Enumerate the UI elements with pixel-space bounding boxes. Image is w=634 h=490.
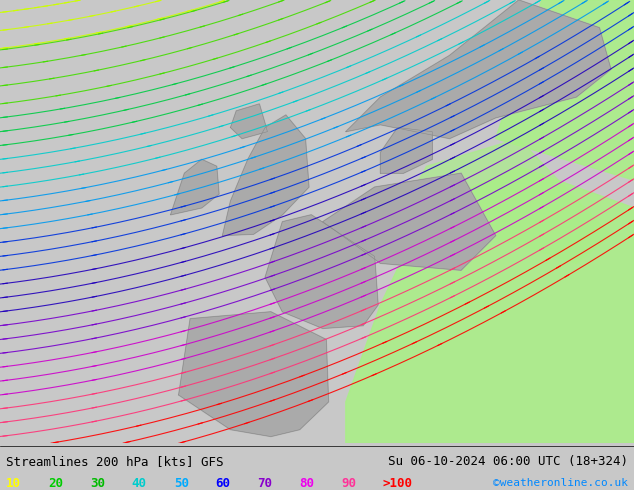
Text: Streamlines 200 hPa [kts] GFS: Streamlines 200 hPa [kts] GFS <box>6 455 224 468</box>
Polygon shape <box>403 139 611 263</box>
Text: 60: 60 <box>216 476 231 490</box>
Polygon shape <box>323 173 496 270</box>
Text: 50: 50 <box>174 476 189 490</box>
Polygon shape <box>265 215 378 328</box>
Text: 40: 40 <box>132 476 147 490</box>
Polygon shape <box>496 0 634 180</box>
Polygon shape <box>171 159 219 215</box>
Text: 70: 70 <box>257 476 273 490</box>
Text: 80: 80 <box>299 476 314 490</box>
Text: 30: 30 <box>90 476 105 490</box>
Polygon shape <box>223 115 309 236</box>
Polygon shape <box>231 104 268 139</box>
Text: >100: >100 <box>383 476 413 490</box>
Text: 10: 10 <box>6 476 22 490</box>
Polygon shape <box>346 0 611 139</box>
Text: Su 06-10-2024 06:00 UTC (18+324): Su 06-10-2024 06:00 UTC (18+324) <box>387 455 628 468</box>
Text: ©weatheronline.co.uk: ©weatheronline.co.uk <box>493 478 628 488</box>
Text: 20: 20 <box>48 476 63 490</box>
Polygon shape <box>380 127 432 173</box>
Text: 90: 90 <box>341 476 356 490</box>
Polygon shape <box>346 166 634 443</box>
Polygon shape <box>179 312 328 437</box>
